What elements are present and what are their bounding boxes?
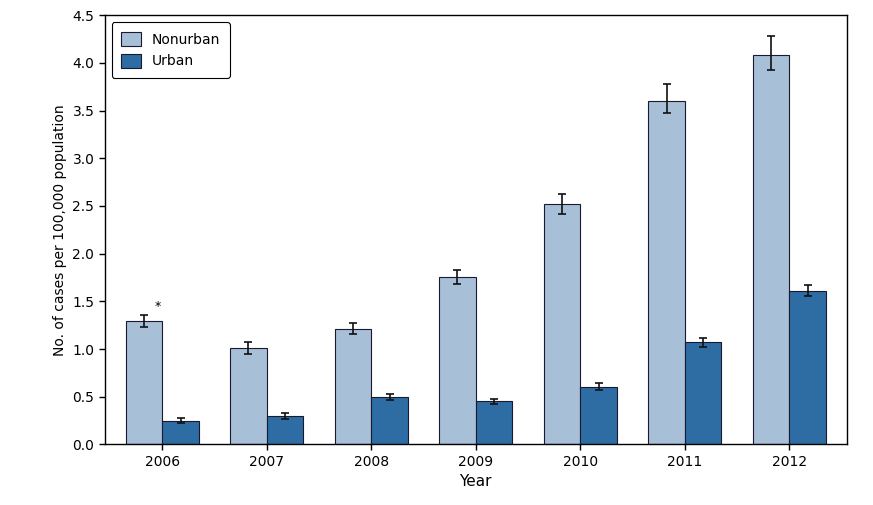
Y-axis label: No. of cases per 100,000 population: No. of cases per 100,000 population	[52, 104, 67, 356]
Bar	[439, 277, 476, 444]
Bar	[126, 321, 162, 444]
Bar	[267, 416, 303, 444]
Bar	[476, 401, 512, 444]
Bar	[789, 291, 826, 444]
Bar	[334, 329, 371, 444]
Bar	[753, 55, 789, 444]
Bar	[581, 387, 617, 444]
Text: *: *	[155, 300, 161, 313]
Bar	[544, 204, 581, 444]
Bar	[684, 342, 721, 444]
Legend: Nonurban, Urban: Nonurban, Urban	[112, 22, 230, 78]
Bar	[230, 348, 267, 444]
Bar	[371, 397, 408, 444]
Bar	[162, 421, 199, 444]
Bar	[649, 101, 684, 444]
X-axis label: Year: Year	[459, 474, 492, 489]
